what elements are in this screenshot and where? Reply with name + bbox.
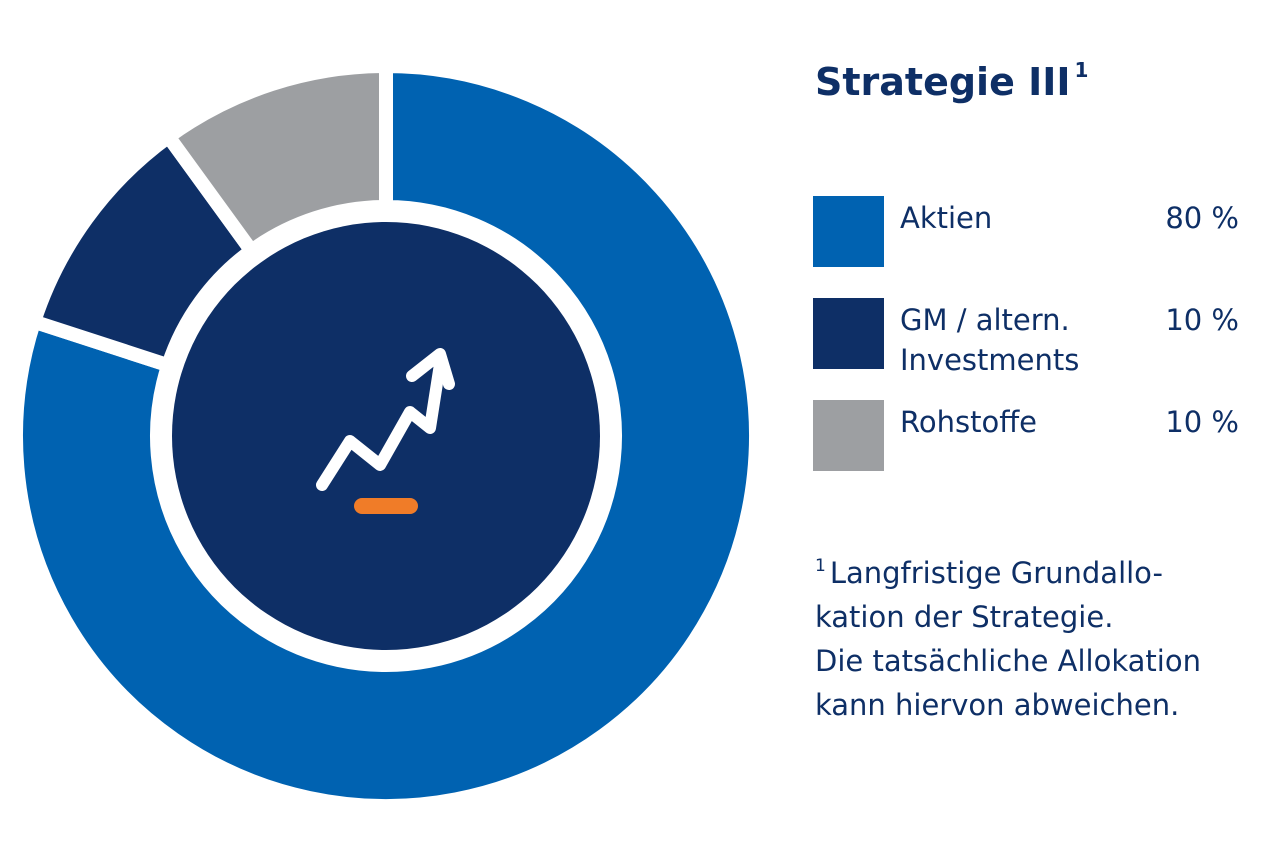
donut-chart <box>9 58 763 813</box>
legend-item: Rohstoffe 10 % <box>813 400 1253 502</box>
footnote-line: Langfristige Grundallo- <box>829 556 1163 590</box>
legend-swatch <box>813 400 884 471</box>
legend-label: GM / altern. Investments <box>900 303 1080 377</box>
trend-up-arrow-icon <box>316 348 455 491</box>
legend-label: Aktien <box>900 201 993 235</box>
footnote-line: kation der Strategie. <box>815 600 1114 634</box>
donut-slice-3 <box>158 58 393 261</box>
donut-slice-1 <box>9 58 763 813</box>
legend-swatch <box>813 196 884 267</box>
chart-title: Strategie III 1 <box>815 58 1089 104</box>
accent-dash <box>354 498 418 514</box>
legend-item: Aktien 80 % <box>813 196 1253 298</box>
legend-value: 10 % <box>1165 405 1239 439</box>
footnote: 1 Langfristige Grundallo- kation der Stra… <box>815 544 1255 727</box>
legend-value: 10 % <box>1165 303 1239 337</box>
footnote-line: Die tatsächliche Allokation <box>815 644 1201 678</box>
footnote-line: kann hiervon abweichen. <box>815 688 1180 722</box>
legend-swatch <box>813 298 884 369</box>
legend: Aktien 80 % GM / altern. Investments 10 % Roh… <box>813 196 1253 502</box>
donut-slices <box>9 58 763 813</box>
legend-label: Rohstoffe <box>900 405 1038 439</box>
legend-value: 80 % <box>1165 201 1239 235</box>
center-disc <box>172 222 600 650</box>
footnote-marker: 1 <box>815 556 826 576</box>
legend-item: GM / altern. Investments 10 % <box>813 298 1253 400</box>
